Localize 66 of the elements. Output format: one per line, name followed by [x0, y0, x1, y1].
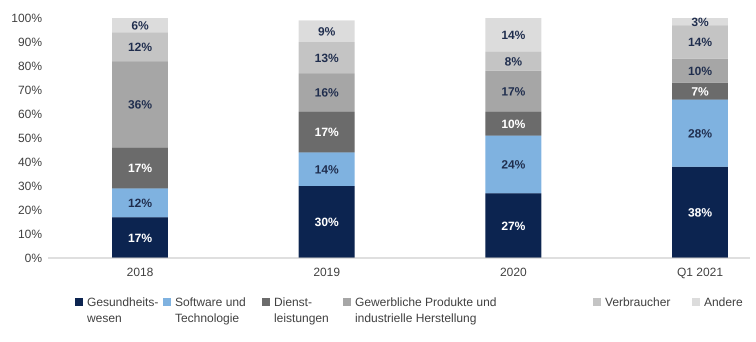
bar	[298, 186, 355, 258]
bar	[298, 73, 355, 112]
data-label: 36%	[128, 98, 152, 112]
y-tick-label: 10%	[18, 227, 42, 242]
bar	[298, 152, 355, 186]
data-label: 38%	[688, 206, 712, 220]
bar	[672, 100, 728, 167]
data-label: 9%	[318, 24, 336, 38]
data-label: 14%	[688, 35, 712, 50]
data-label: 28%	[688, 126, 712, 140]
legend-label: Gewerbliche Produkte und industrielle Herstellung	[355, 295, 496, 325]
data-label: 13%	[314, 50, 339, 65]
legend-label: Dienst- leistungen	[274, 295, 329, 325]
data-label: 10%	[688, 64, 712, 78]
y-tick-label: 30%	[18, 179, 42, 194]
bar	[485, 18, 542, 52]
data-label: 16%	[314, 86, 339, 100]
bar	[298, 20, 355, 42]
data-label: 7%	[691, 84, 709, 98]
y-tick-label: 50%	[18, 131, 42, 146]
y-tick-label: 0%	[24, 251, 42, 266]
x-tick-label: 2018	[126, 265, 154, 279]
data-label: 3%	[691, 14, 709, 29]
bar	[672, 58, 728, 83]
bar	[298, 112, 355, 152]
bar	[298, 42, 355, 74]
bar	[485, 70, 542, 112]
bar	[112, 217, 168, 258]
data-label: 8%	[504, 54, 522, 68]
data-label: 30%	[314, 215, 339, 230]
bar	[672, 166, 728, 258]
y-tick-label: 90%	[18, 35, 42, 50]
data-label: 12%	[128, 196, 152, 210]
x-tick-label: 2019	[313, 265, 340, 279]
bar	[672, 25, 728, 59]
data-label: 17%	[128, 230, 152, 245]
bar	[112, 61, 168, 148]
legend-label: Andere	[704, 295, 744, 309]
y-tick-label: 80%	[18, 59, 42, 74]
data-label: 6%	[131, 18, 149, 32]
legend-label: Gesundheits- wesen	[86, 295, 158, 325]
legend-label: Verbraucher	[605, 295, 670, 309]
bar	[485, 193, 542, 258]
x-tick-label: 2020	[500, 265, 528, 279]
y-tick-label: 40%	[18, 155, 42, 170]
bar	[112, 148, 168, 188]
data-label: 12%	[128, 40, 152, 54]
bar	[485, 112, 542, 136]
data-label: 17%	[501, 84, 526, 98]
y-tick-label: 100%	[11, 11, 42, 26]
y-tick-label: 70%	[18, 83, 42, 98]
bar	[112, 188, 168, 218]
legend-label: Software und Technologie	[175, 295, 246, 325]
bar	[485, 52, 542, 71]
bar	[485, 136, 542, 194]
bar	[112, 32, 168, 62]
y-tick-label: 20%	[18, 203, 42, 218]
y-tick-label: 60%	[18, 107, 42, 122]
data-label: 27%	[501, 218, 526, 233]
data-label: 10%	[501, 116, 526, 131]
data-label: 17%	[314, 125, 339, 140]
data-label: 17%	[128, 161, 152, 176]
data-label: 24%	[501, 158, 526, 172]
data-label: 14%	[314, 162, 339, 176]
x-tick-label: Q1 2021	[676, 265, 724, 279]
data-label: 14%	[501, 28, 526, 42]
